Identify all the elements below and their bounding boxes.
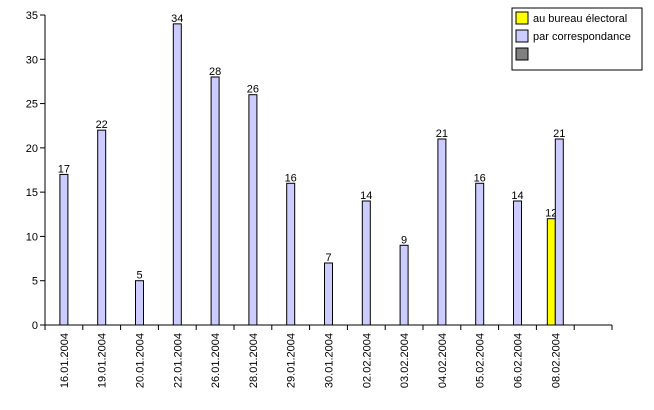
value-label: 28 <box>209 66 221 78</box>
bar <box>59 173 69 326</box>
x-tick-label: 20.01.2004 <box>135 333 147 388</box>
value-label: 21 <box>553 128 565 140</box>
y-tick-label: 25 <box>26 99 38 111</box>
value-label: 16 <box>285 172 297 184</box>
x-tick-label: 22.01.2004 <box>172 333 184 388</box>
legend-label: au bureau électoral <box>533 13 627 25</box>
value-label: 22 <box>96 119 108 131</box>
legend-swatch <box>515 29 529 43</box>
x-tick-label: 03.02.2004 <box>399 333 411 388</box>
value-label: 5 <box>136 270 142 282</box>
value-label: 7 <box>325 252 331 264</box>
y-tick-label: 15 <box>26 187 38 199</box>
value-label: 26 <box>247 84 259 96</box>
x-tick-label: 04.02.2004 <box>437 333 449 388</box>
x-tick-label: 26.01.2004 <box>210 333 222 388</box>
x-tick-label: 05.02.2004 <box>475 333 487 388</box>
value-label: 21 <box>436 128 448 140</box>
y-tick-label: 0 <box>32 320 38 332</box>
x-tick-label: 29.01.2004 <box>286 333 298 388</box>
bar <box>437 138 447 326</box>
x-tick-label: 02.02.2004 <box>361 333 373 388</box>
legend-swatch <box>515 47 529 61</box>
x-tick-label: 16.01.2004 <box>59 333 71 388</box>
value-label: 14 <box>511 190 523 202</box>
y-tick-label: 5 <box>32 276 38 288</box>
legend-swatch <box>515 11 529 25</box>
y-tick-label: 35 <box>26 10 38 22</box>
bar <box>546 218 556 326</box>
y-tick-label: 30 <box>26 54 38 66</box>
x-tick-label: 06.02.2004 <box>513 333 525 388</box>
bar <box>97 129 107 326</box>
bar <box>172 23 182 326</box>
bar <box>286 182 296 326</box>
x-tick-label: 08.02.2004 <box>550 333 562 388</box>
value-label: 12 <box>545 208 557 220</box>
bar <box>135 280 144 326</box>
legend-box <box>511 7 643 71</box>
y-tick-label: 10 <box>26 231 38 243</box>
bar <box>361 200 371 326</box>
value-label: 17 <box>58 163 70 175</box>
bar <box>210 76 220 326</box>
bar <box>554 138 564 326</box>
value-label: 9 <box>401 234 407 246</box>
x-tick-label: 19.01.2004 <box>97 333 109 388</box>
y-tick-label: 20 <box>26 143 38 155</box>
value-label: 34 <box>171 13 183 25</box>
bar <box>513 200 522 326</box>
value-label: 16 <box>474 172 486 184</box>
bar <box>324 262 333 326</box>
bar <box>399 244 409 326</box>
legend-label: par correspondance <box>533 31 631 43</box>
bar <box>475 182 485 326</box>
value-label: 14 <box>360 190 372 202</box>
x-tick-label: 30.01.2004 <box>324 333 336 388</box>
x-tick-label: 28.01.2004 <box>248 333 260 388</box>
bar <box>248 94 258 326</box>
